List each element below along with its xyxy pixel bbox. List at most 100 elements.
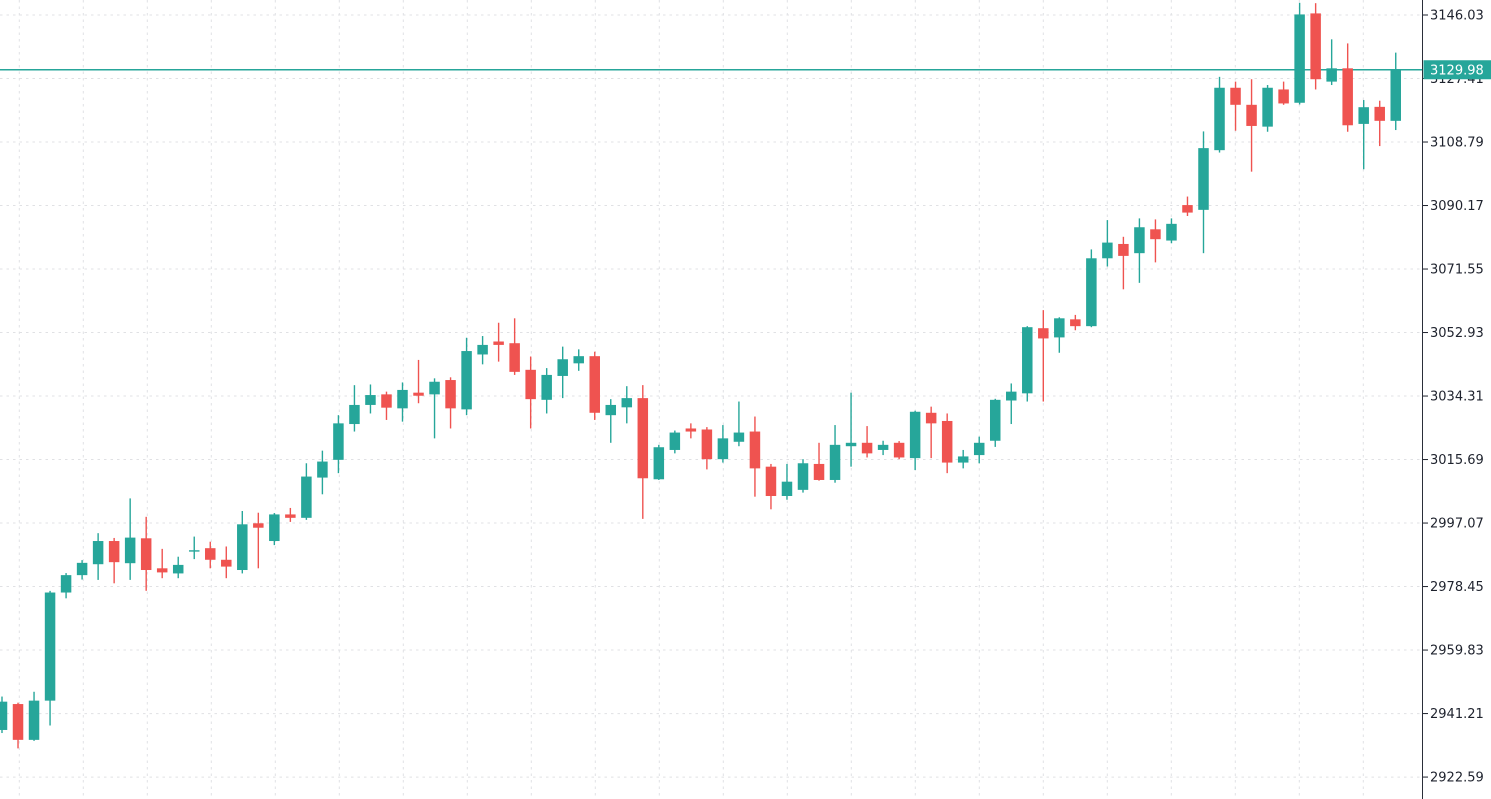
candle — [76, 560, 88, 580]
candle-body — [108, 541, 120, 563]
candle-body — [1134, 227, 1145, 254]
candle-body — [1054, 318, 1065, 338]
candle-body — [445, 380, 456, 409]
candle — [493, 322, 504, 362]
candle-body — [1086, 258, 1097, 327]
candle-body — [925, 412, 937, 424]
candle — [621, 386, 633, 424]
candle — [1038, 310, 1049, 402]
candle — [301, 463, 312, 520]
candle — [1390, 52, 1401, 131]
candle — [1006, 383, 1017, 425]
candle-body — [1182, 205, 1193, 213]
candle — [1166, 218, 1177, 244]
candle-body — [301, 476, 312, 518]
candle-body — [12, 704, 24, 740]
price-tick-label: 3146.03 — [1430, 9, 1484, 24]
candle-body — [140, 538, 152, 571]
candle — [205, 541, 216, 569]
last-price-badge-label: 3129.98 — [1430, 63, 1484, 78]
candle-body — [333, 423, 344, 460]
candle — [1358, 100, 1369, 170]
candle — [973, 436, 985, 464]
candle — [925, 406, 937, 459]
candle — [941, 413, 953, 474]
candle — [685, 423, 697, 439]
candle-body — [861, 442, 873, 454]
candle — [140, 516, 152, 591]
candle-body — [28, 700, 40, 740]
price-axis-background[interactable] — [1422, 0, 1491, 799]
candlestick-series — [0, 2, 1401, 749]
candle-body — [253, 523, 264, 528]
candle-body — [1022, 327, 1033, 394]
candle-body — [893, 442, 905, 458]
candle — [1294, 2, 1305, 105]
candle — [701, 427, 713, 470]
candle-body — [1390, 69, 1401, 121]
candle — [1086, 249, 1097, 328]
candle — [237, 511, 248, 574]
candle-body — [1118, 243, 1129, 256]
candle-body — [701, 429, 713, 460]
candle-body — [1246, 104, 1257, 126]
candle-body — [1230, 87, 1241, 105]
candle-body — [92, 541, 104, 565]
candle — [1246, 79, 1257, 172]
candle-body — [909, 411, 921, 459]
candle — [92, 533, 104, 580]
candle — [253, 512, 264, 569]
candle-body — [877, 444, 889, 450]
last-price-badge: 3129.98 — [1423, 60, 1491, 80]
candle-body — [749, 431, 761, 469]
candle-body — [1150, 229, 1161, 240]
candle — [429, 378, 440, 439]
price-tick-label: 3034.31 — [1430, 390, 1484, 405]
candle-body — [605, 404, 617, 416]
candle-body — [1214, 87, 1225, 151]
candle-body — [60, 575, 72, 593]
candle-body — [797, 463, 809, 490]
candle — [365, 384, 376, 414]
candle-body — [285, 514, 296, 518]
candle-body — [941, 420, 953, 463]
candle — [765, 463, 777, 510]
price-tick-label: 2922.59 — [1430, 771, 1484, 786]
candle-body — [1198, 148, 1209, 210]
price-tick-label: 3108.79 — [1430, 136, 1484, 151]
candle — [589, 351, 600, 420]
candle — [0, 696, 8, 734]
candle-body — [765, 466, 777, 497]
candle — [1326, 39, 1337, 86]
candle — [381, 391, 392, 420]
price-axis[interactable]: 3146.033127.413108.793090.173071.553052.… — [1422, 0, 1491, 799]
candle-body — [541, 374, 552, 400]
candle — [669, 430, 681, 454]
candle — [349, 385, 360, 432]
candle-body — [557, 359, 568, 376]
candle — [445, 377, 456, 429]
candle-body — [1038, 328, 1049, 339]
candle — [108, 537, 120, 584]
candle — [1310, 3, 1321, 90]
candle-body — [1326, 68, 1337, 82]
candle-body — [525, 369, 536, 400]
candle-body — [493, 341, 504, 345]
candle — [28, 691, 40, 741]
candle-body — [269, 514, 280, 542]
candle-body — [1294, 14, 1305, 103]
price-tick-label: 3015.69 — [1430, 453, 1484, 468]
candle — [749, 416, 761, 497]
candle — [797, 459, 809, 493]
candle-body — [733, 432, 745, 442]
candle — [877, 440, 889, 456]
candle — [477, 336, 488, 365]
candle — [509, 318, 520, 375]
price-tick-label: 2997.07 — [1430, 517, 1484, 532]
candle-body — [845, 442, 857, 447]
candle-body — [188, 550, 200, 552]
candle — [221, 546, 232, 579]
candle-body — [669, 432, 681, 450]
